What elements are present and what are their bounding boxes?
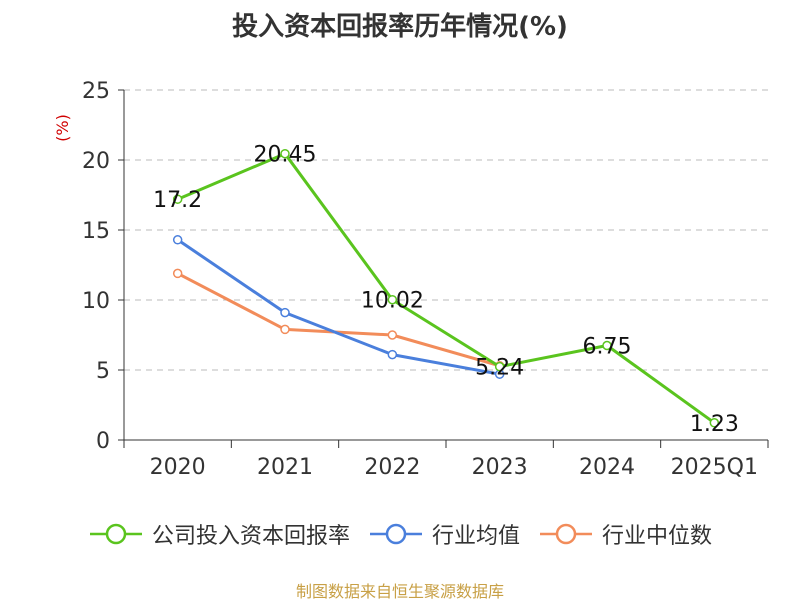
x-tick-label: 2021: [257, 455, 313, 480]
y-tick-label: 25: [82, 79, 110, 104]
data-labels: 17.2 20.45 10.02 5.24 6.75 1.23: [153, 143, 739, 437]
axes: 0 5 10 15 20 25 2020 2021 2022 2023 2024 2025Q1 (%): [53, 79, 769, 480]
data-point: [387, 330, 398, 340]
y-tick-label: 0: [96, 429, 110, 454]
series-line: [176, 238, 500, 376]
data-point: [387, 294, 398, 305]
data-label: 6.75: [583, 335, 632, 360]
x-tick-label: 2025Q1: [671, 455, 758, 480]
x-tick-label: 2024: [579, 455, 635, 480]
y-tick-label: 15: [82, 219, 110, 244]
data-point: [387, 349, 398, 360]
x-tick-label: 2023: [472, 455, 528, 480]
grid-lines: [124, 89, 768, 371]
source-note: 制图数据来自恒生聚源数据库: [295, 582, 504, 601]
data-point: [172, 268, 183, 279]
data-point: [709, 418, 720, 428]
legend-item: 行业均值: [368, 518, 520, 550]
data-point: [602, 340, 612, 351]
chart-title: 投入资本回报率历年情况(%): [232, 12, 568, 42]
y-tick-label: 5: [96, 359, 110, 384]
y-axis-label: (%): [53, 114, 72, 142]
legend-label: 公司投入资本回报率: [151, 524, 350, 549]
series-line: [176, 272, 501, 368]
x-tick-label: 2020: [150, 455, 206, 480]
legend-item: 行业中位数: [538, 518, 712, 550]
data-point: [280, 307, 290, 318]
y-tick-label: 10: [82, 289, 110, 314]
legend-item: 公司投入资本回报率: [88, 518, 350, 550]
legend-marker-icon: [369, 523, 422, 545]
data-label: 1.23: [690, 412, 739, 437]
data-point: [494, 361, 505, 372]
data-point: [280, 324, 290, 335]
series: [172, 148, 720, 428]
x-tick-label: 2022: [364, 455, 420, 480]
data-label: 10.02: [361, 289, 424, 314]
data-point: [172, 194, 183, 204]
legend-label: 行业中位数: [602, 524, 713, 549]
legend-marker-icon: [89, 523, 142, 545]
legend-marker-icon: [540, 523, 592, 545]
legend: 公司投入资本回报率 行业均值 行业中位数: [0, 518, 800, 550]
series-line: [177, 152, 716, 424]
y-tick-label: 20: [82, 149, 110, 174]
data-point: [172, 235, 183, 245]
data-label: 20.45: [254, 143, 317, 168]
legend-label: 行业均值: [431, 524, 520, 549]
data-label: 17.2: [153, 188, 202, 213]
data-point: [280, 148, 290, 159]
data-label: 5.24: [475, 356, 524, 381]
